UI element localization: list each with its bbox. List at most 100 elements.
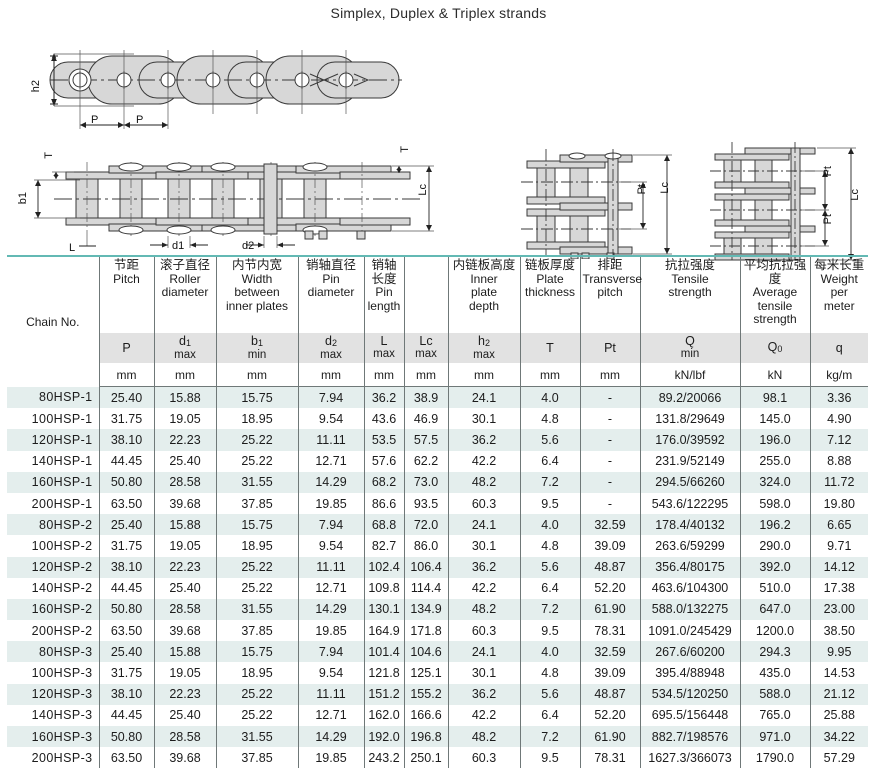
column-symbol-pt: Pt — [579, 333, 641, 363]
table-cell: 36.2 — [447, 556, 521, 578]
table-cell: 32.59 — [579, 514, 641, 536]
table-cell: 50.80 — [98, 471, 155, 493]
column-header-en: strength — [668, 285, 712, 299]
table-row: 100HSP-2 31.75 19.05 18.95 9.54 82.7 86.0 30.1 4… — [7, 535, 868, 557]
column-header-en: meter — [823, 298, 855, 313]
cell-chain-no: 140HSP-1 — [7, 450, 100, 472]
table-cell: 50.80 — [98, 598, 155, 621]
table-cell: 98.1 — [739, 386, 811, 409]
table-cell: 192.0 — [363, 726, 405, 748]
dim-label-pt-duplex: Pt — [636, 184, 648, 195]
table-cell: 52.20 — [579, 704, 641, 726]
table-cell: 37.85 — [215, 747, 299, 769]
column-header-en: inner plates — [225, 298, 289, 313]
column-header-en: plate — [470, 285, 498, 299]
table-cell: 44.45 — [98, 704, 155, 726]
table-cell: 178.4/40132 — [639, 514, 741, 536]
table-cell: 104.6 — [403, 641, 449, 663]
table-cell: 164.9 — [363, 620, 405, 642]
table-cell: 8.88 — [809, 450, 868, 472]
column-header-d2: 销轴直径 Pin diameter — [297, 255, 365, 333]
table-cell: 15.88 — [153, 514, 217, 536]
table-cell: 31.55 — [215, 598, 299, 621]
table-cell: 1091.0/245429 — [639, 620, 741, 642]
table-cell: 145.0 — [739, 408, 811, 430]
column-header-en: Width — [241, 271, 273, 286]
table-cell: 14.29 — [297, 471, 365, 493]
column-header-en: Tensile — [671, 271, 709, 286]
table-cell: 971.0 — [739, 726, 811, 748]
table-cell: 151.2 — [363, 683, 405, 705]
table-cell: 73.0 — [403, 471, 449, 493]
table-cell: 25.22 — [215, 429, 299, 451]
table-cell: 42.2 — [447, 577, 521, 599]
table-cell: 18.95 — [215, 535, 299, 557]
table-cell: 4.0 — [519, 514, 581, 536]
column-unit-q: kg/m — [809, 363, 868, 387]
column-header-pt: 排距 Transverse pitch — [579, 255, 642, 333]
cell-chain-no: 100HSP-2 — [7, 535, 100, 557]
table-cell: 48.87 — [579, 556, 641, 578]
table-cell: 72.0 — [403, 514, 449, 536]
dim-label-l: L — [69, 242, 76, 254]
table-cell: 5.6 — [519, 683, 581, 705]
table-cell: 25.22 — [215, 556, 299, 578]
table-cell: 53.5 — [363, 429, 405, 451]
chain-plan-view — [34, 162, 434, 248]
table-cell: 102.4 — [363, 556, 405, 578]
table-cell: 324.0 — [739, 471, 811, 493]
column-unit-d2: mm — [297, 363, 365, 387]
chain-side-view — [49, 50, 402, 129]
table-cell: 14.12 — [809, 556, 868, 578]
column-header-cn: 销轴直径 — [305, 258, 356, 272]
table-cell: 4.90 — [809, 408, 868, 430]
table-cell: 63.50 — [98, 492, 155, 515]
table-cell: 22.23 — [153, 556, 217, 578]
column-header-h2: 内链板高度 Inner plate depth — [447, 255, 521, 333]
table-cell: 25.40 — [153, 577, 217, 599]
page-title: Simplex, Duplex & Triplex strands — [330, 5, 547, 21]
table-cell: 30.1 — [447, 535, 521, 557]
table-cell: 60.3 — [447, 492, 521, 515]
column-header-en: diameter — [307, 285, 355, 299]
table-cell: 42.2 — [447, 704, 521, 726]
table-cell: 38.9 — [403, 386, 449, 409]
table-cell: 510.0 — [739, 577, 811, 599]
table-head: Chain No. 节距 Pitch 滚子直径 Roller diameter 内节内宽 Wi… — [7, 255, 868, 387]
table-cell: 134.9 — [403, 598, 449, 621]
table-cell: 267.6/60200 — [639, 641, 741, 663]
table-cell: 9.54 — [297, 662, 365, 684]
cell-chain-no: 160HSP-2 — [7, 598, 100, 621]
column-header-p: 节距 Pitch — [98, 255, 155, 333]
table-cell: 34.22 — [809, 726, 868, 748]
table-row: 140HSP-3 44.45 25.40 25.22 12.71 162.0 166.6 42… — [7, 704, 868, 726]
column-unit-lc: mm — [403, 363, 449, 387]
table-cell: 38.50 — [809, 620, 868, 642]
table-body: 80HSP-1 25.40 15.88 15.75 7.94 36.2 38.9 24.1 4.… — [7, 386, 868, 769]
table-cell: 109.8 — [363, 577, 405, 599]
column-symbol-qualifier: max — [320, 348, 342, 361]
table-cell: 17.38 — [809, 577, 868, 599]
table-row: 160HSP-1 50.80 28.58 31.55 14.29 68.2 73.0 48.2… — [7, 471, 868, 493]
table-cell: 12.71 — [297, 577, 365, 599]
dim-label-t-left: T — [43, 152, 55, 159]
table-cell: 24.1 — [447, 514, 521, 536]
column-header-l: 销轴长度 Pin length — [363, 255, 405, 333]
table-cell: 12.71 — [297, 450, 365, 472]
table-cell: 294.5/66260 — [639, 471, 741, 493]
table-cell: 15.75 — [215, 514, 299, 536]
table-cell: 82.7 — [363, 535, 405, 557]
table-cell: 14.53 — [809, 662, 868, 684]
column-unit-d1: mm — [153, 363, 217, 387]
table-cell: 24.1 — [447, 641, 521, 663]
column-header-q: 每米长重 Weight per meter — [809, 255, 868, 333]
table-cell: 36.2 — [363, 386, 405, 409]
table-cell: 7.94 — [297, 514, 365, 536]
table-cell: 25.40 — [98, 514, 155, 536]
table-cell: 44.45 — [98, 450, 155, 472]
table-cell: 171.8 — [403, 620, 449, 642]
table-cell: 6.4 — [519, 704, 581, 726]
dim-label-pt-triplex-1: Pt — [822, 166, 834, 177]
cell-chain-no: 100HSP-3 — [7, 662, 100, 684]
